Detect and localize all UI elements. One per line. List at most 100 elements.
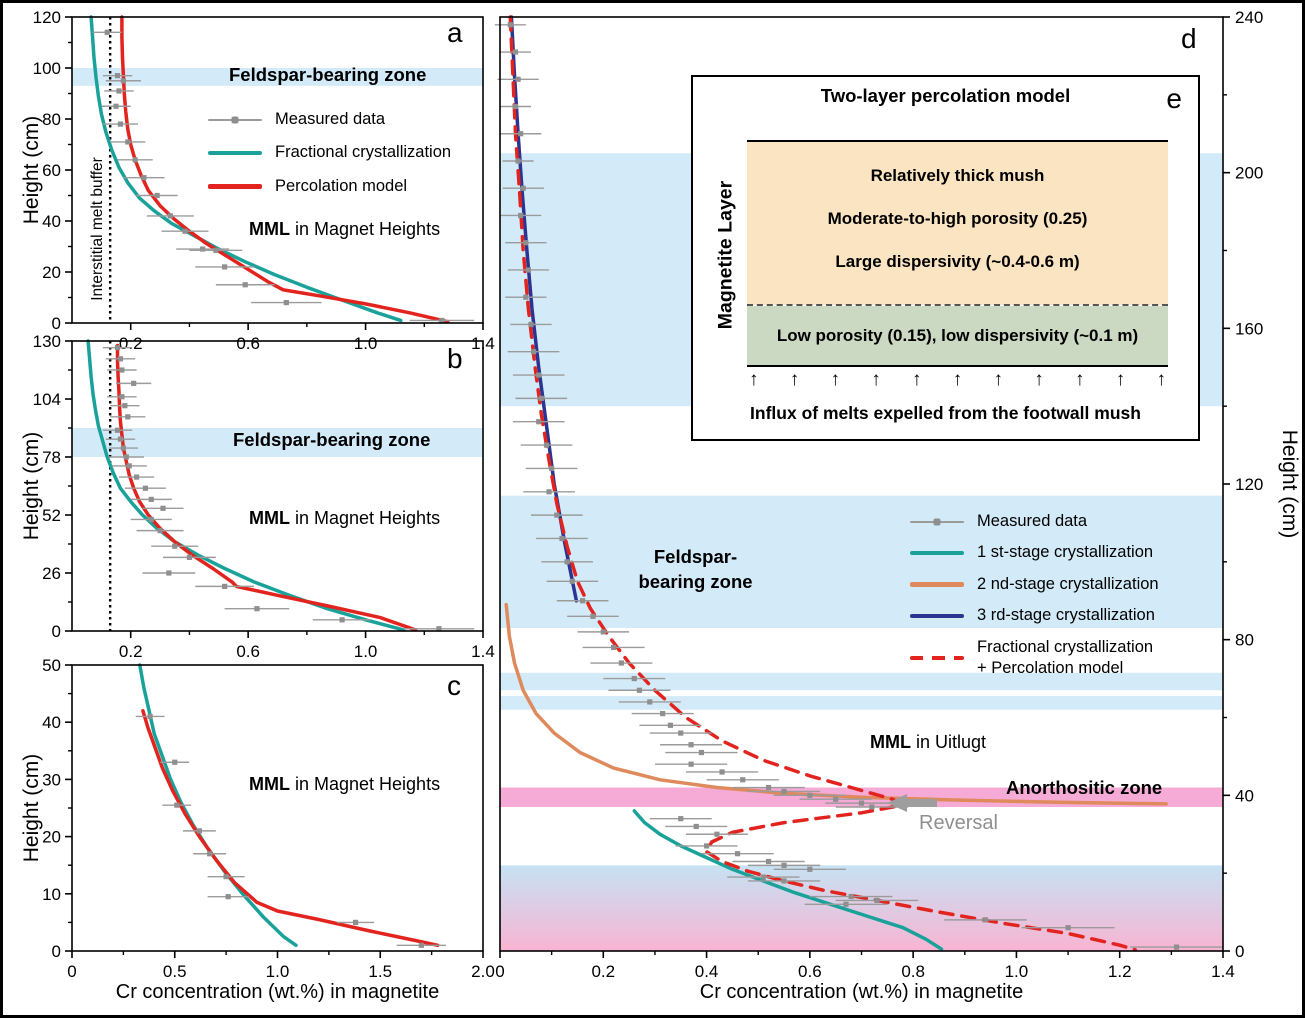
x-tick-label: 1.0 bbox=[354, 334, 378, 353]
measured-data-points bbox=[102, 345, 475, 632]
mml-bold-b: MML bbox=[249, 508, 290, 528]
data-marker bbox=[660, 711, 666, 717]
data-marker bbox=[546, 489, 552, 495]
data-marker bbox=[125, 139, 131, 145]
data-marker bbox=[765, 784, 772, 791]
legend-label: 2 nd-stage crystallization bbox=[977, 574, 1159, 593]
up-arrow-icon: ↑ bbox=[1156, 369, 1167, 390]
data-marker bbox=[254, 606, 260, 612]
legend-label: Fractional crystallization bbox=[275, 143, 452, 162]
y-tick-label: 160 bbox=[1235, 319, 1263, 338]
y-tick-label: 0 bbox=[1235, 942, 1244, 961]
legend-item-3-rd-stage-crystallization: 3 rd-stage crystallization bbox=[910, 605, 1159, 626]
data-marker bbox=[667, 722, 674, 728]
feldspar-zone-label-d: Feldspar- bearing zone bbox=[608, 545, 783, 595]
curve-percolation-model bbox=[141, 709, 440, 948]
data-marker bbox=[114, 427, 121, 433]
panel-letter-c: c bbox=[447, 670, 461, 701]
data-marker-icon bbox=[933, 518, 941, 526]
x-tick-label: 0.6 bbox=[236, 334, 260, 353]
panel-a-legend: Measured data Fractional crystallization P… bbox=[208, 109, 451, 209]
data-marker bbox=[147, 713, 153, 720]
data-marker bbox=[549, 465, 555, 472]
x-tick-label: 1.4 bbox=[1211, 962, 1235, 981]
data-marker bbox=[172, 543, 178, 549]
data-marker bbox=[1065, 925, 1071, 931]
y-tick-label: 104 bbox=[33, 390, 61, 409]
curve-fractional-crystallization bbox=[86, 339, 406, 632]
data-marker bbox=[222, 583, 228, 589]
y-tick-label: 130 bbox=[33, 332, 61, 351]
x-tick-label: 0.6 bbox=[236, 642, 260, 661]
y-tick-label: 10 bbox=[42, 885, 61, 904]
x-tick-label: 1.2 bbox=[1108, 962, 1132, 981]
data-marker bbox=[512, 103, 519, 110]
y-tick-label: 80 bbox=[42, 110, 61, 129]
y-tick-label: 120 bbox=[33, 8, 61, 27]
data-marker bbox=[157, 528, 163, 534]
data-marker bbox=[119, 367, 125, 373]
curve-percolation-model bbox=[120, 15, 450, 324]
y-tick-label: 0 bbox=[52, 942, 61, 961]
up-arrow-icon: ↑ bbox=[789, 369, 800, 390]
data-marker bbox=[765, 858, 772, 865]
arrow-shaft bbox=[907, 799, 937, 807]
data-marker bbox=[528, 321, 534, 328]
thick-mush-layer-box: Relatively thick mush Moderate-to-high p… bbox=[747, 140, 1168, 305]
legend-item-fractional-crystallization: Fractional crystallization + Percolation… bbox=[910, 637, 1159, 680]
data-marker bbox=[618, 660, 624, 666]
data-marker bbox=[523, 294, 529, 300]
data-marker bbox=[833, 796, 839, 802]
data-marker bbox=[114, 345, 121, 351]
x-tick-label: 0.4 bbox=[695, 962, 719, 981]
y-axis-title-d: Height (cm) bbox=[1278, 429, 1301, 539]
data-marker bbox=[580, 598, 586, 604]
zone-band bbox=[72, 68, 483, 86]
data-marker bbox=[122, 403, 128, 409]
panel-c-plot: 0 0.5 1.0 1.5 2.0 0 10 20 30 40 50 bbox=[42, 656, 495, 981]
data-marker bbox=[569, 578, 575, 584]
data-marker bbox=[167, 213, 173, 219]
y-tick-label: 240 bbox=[1235, 8, 1263, 27]
data-marker bbox=[874, 897, 880, 904]
mml-label-a: MML in Magnet Heights bbox=[249, 219, 440, 240]
data-marker bbox=[530, 349, 537, 355]
marker-line-swatch-icon bbox=[208, 116, 262, 124]
x-tick-label: 0.5 bbox=[163, 962, 187, 981]
data-marker bbox=[525, 267, 532, 273]
legend-item-measured-data: Measured data bbox=[208, 109, 451, 130]
up-arrow-icon: ↑ bbox=[1115, 369, 1126, 390]
legend-item-fractional-crystallization: Fractional crystallization bbox=[208, 142, 451, 163]
inset-title: Two-layer percolation model bbox=[820, 85, 1071, 106]
y-tick-label: 20 bbox=[42, 263, 61, 282]
mml-label-b: MML in Magnet Heights bbox=[249, 508, 440, 529]
data-marker bbox=[114, 73, 121, 79]
data-marker bbox=[536, 419, 542, 425]
data-marker bbox=[141, 175, 147, 181]
data-marker bbox=[843, 901, 849, 907]
up-arrow-icon: ↑ bbox=[912, 369, 922, 390]
curve-percolation-model bbox=[115, 343, 418, 632]
data-marker bbox=[123, 454, 129, 460]
y-tick-label: 80 bbox=[1235, 631, 1254, 650]
zone-band bbox=[500, 696, 1223, 710]
data-marker bbox=[600, 629, 606, 635]
data-marker bbox=[518, 212, 524, 219]
x-tick-label: 0.2 bbox=[119, 642, 143, 661]
marker-line-swatch-icon bbox=[910, 518, 964, 526]
data-marker bbox=[518, 131, 524, 137]
x-tick-label: 0 bbox=[67, 962, 76, 981]
curve-fractional-crystallization bbox=[89, 15, 403, 323]
x-tick-label: 1.0 bbox=[266, 962, 290, 981]
data-marker bbox=[719, 769, 725, 775]
panel-b-plot: 0.2 0.6 1.0 1.4 0 26 52 78 104 130 bbox=[33, 332, 495, 661]
y-tick-label: 40 bbox=[1235, 786, 1254, 805]
up-arrow-icon: ↑ bbox=[1075, 369, 1085, 390]
data-marker bbox=[590, 613, 596, 619]
legend-label: Fractional crystallization + Percolation… bbox=[977, 637, 1154, 678]
measured-data-points bbox=[135, 713, 447, 948]
y-tick-label: 26 bbox=[42, 564, 61, 583]
data-marker bbox=[117, 436, 124, 442]
measured-data-points bbox=[494, 22, 1223, 950]
inset-upper-line1: Relatively thick mush bbox=[870, 166, 1045, 185]
